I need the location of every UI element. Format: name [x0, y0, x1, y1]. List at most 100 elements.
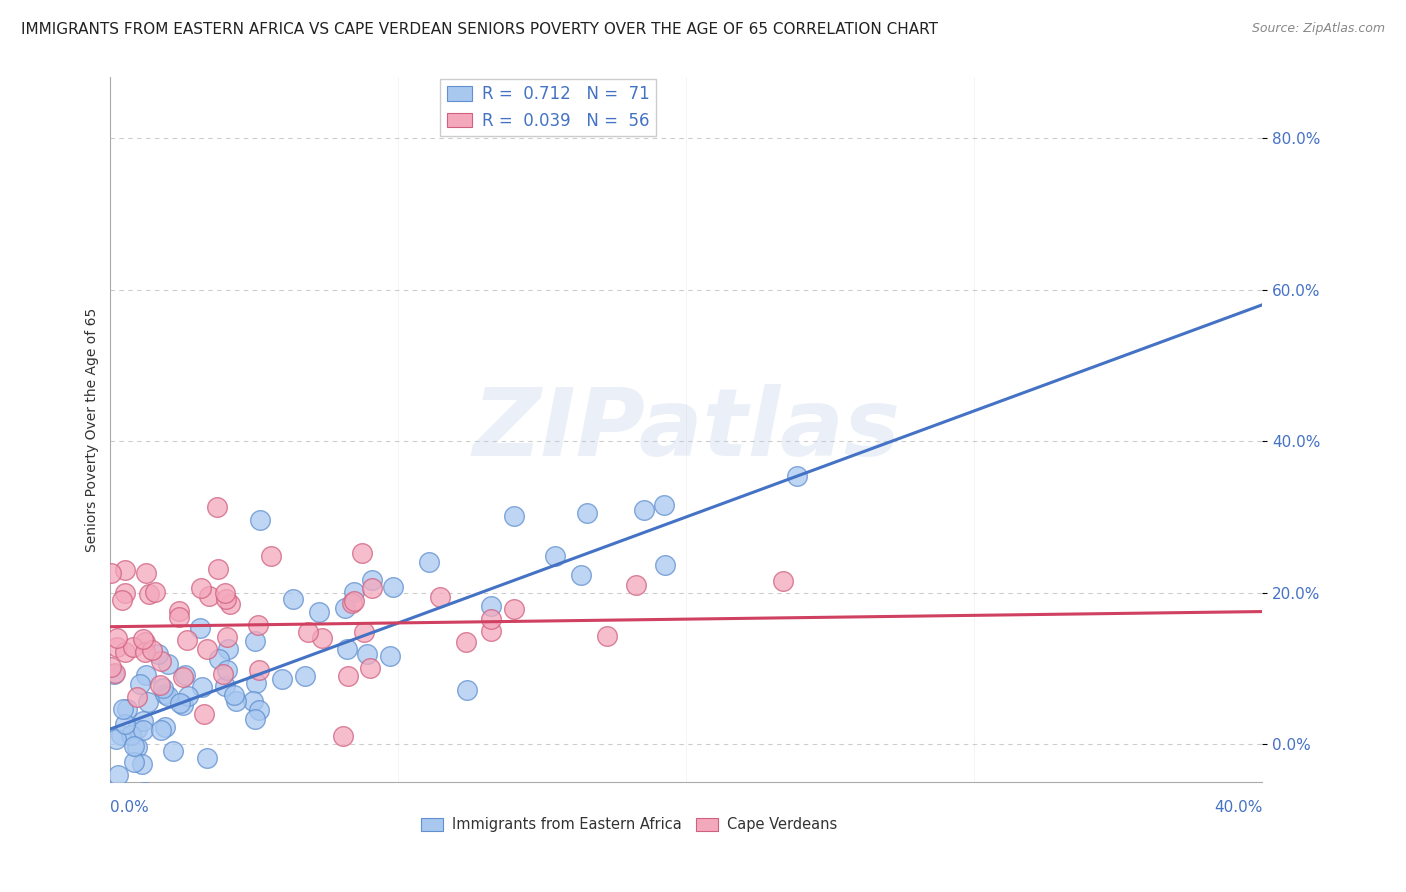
Point	[207, 561, 229, 575]
Point	[193, 706, 215, 721]
Point	[131, 714, 153, 728]
Point	[114, 717, 136, 731]
Point	[104, 666, 127, 681]
Point	[786, 469, 808, 483]
Point	[129, 677, 152, 691]
Point	[215, 664, 238, 678]
Point	[359, 661, 381, 675]
Point	[107, 768, 129, 782]
Text: ZIPatlas: ZIPatlas	[472, 384, 900, 475]
Legend: R =  0.712   N =  71, R =  0.039   N =  56: R = 0.712 N = 71, R = 0.039 N = 56	[440, 78, 657, 136]
Point	[132, 632, 155, 646]
Point	[110, 728, 132, 742]
Point	[114, 563, 136, 577]
Point	[576, 506, 599, 520]
Point	[378, 648, 401, 663]
Point	[191, 680, 214, 694]
Point	[108, 787, 131, 801]
Point	[100, 566, 122, 581]
Point	[197, 589, 219, 603]
Point	[215, 592, 238, 607]
Point	[356, 647, 378, 661]
Point	[624, 577, 647, 591]
Point	[195, 751, 218, 765]
Point	[177, 689, 200, 703]
Point	[152, 681, 174, 695]
Point	[135, 668, 157, 682]
Point	[172, 670, 194, 684]
Point	[212, 667, 235, 681]
Point	[544, 549, 567, 563]
Point	[120, 728, 142, 742]
Point	[353, 625, 375, 640]
Point	[382, 580, 405, 594]
Point	[107, 787, 129, 801]
Point	[215, 630, 238, 644]
Point	[136, 695, 159, 709]
Point	[135, 566, 157, 580]
Point	[225, 694, 247, 708]
Point	[176, 632, 198, 647]
Point	[772, 574, 794, 589]
Point	[297, 624, 319, 639]
Point	[103, 667, 125, 681]
Point	[111, 702, 134, 716]
Point	[246, 618, 269, 632]
Point	[245, 676, 267, 690]
Point	[167, 604, 190, 618]
Point	[127, 722, 149, 736]
Point	[167, 610, 190, 624]
Point	[114, 585, 136, 599]
Point	[343, 585, 366, 599]
Point	[260, 549, 283, 563]
Point	[169, 696, 191, 710]
Point	[332, 729, 354, 743]
Point	[479, 624, 502, 638]
Point	[311, 632, 333, 646]
Point	[249, 663, 271, 677]
Point	[138, 587, 160, 601]
Point	[596, 629, 619, 643]
Point	[124, 739, 146, 754]
Point	[654, 558, 676, 573]
Point	[122, 755, 145, 769]
Text: 40.0%: 40.0%	[1215, 800, 1263, 815]
Point	[243, 634, 266, 648]
Point	[114, 645, 136, 659]
Point	[294, 669, 316, 683]
Point	[219, 597, 242, 611]
Point	[249, 514, 271, 528]
Point	[502, 601, 524, 615]
Point	[149, 678, 172, 692]
Point	[217, 642, 239, 657]
Point	[271, 672, 294, 686]
Point	[150, 654, 173, 668]
Point	[418, 555, 440, 569]
Point	[188, 621, 211, 635]
Point	[131, 757, 153, 772]
Point	[134, 635, 156, 649]
Point	[571, 568, 593, 582]
Point	[243, 712, 266, 726]
Point	[337, 669, 360, 683]
Point	[162, 744, 184, 758]
Point	[105, 640, 128, 655]
Point	[281, 592, 304, 607]
Point	[208, 651, 231, 665]
Point	[333, 600, 356, 615]
Point	[115, 701, 138, 715]
Point	[132, 723, 155, 738]
Point	[343, 594, 366, 608]
Point	[146, 647, 169, 661]
Point	[173, 668, 195, 682]
Point	[134, 785, 156, 799]
Text: Source: ZipAtlas.com: Source: ZipAtlas.com	[1251, 22, 1385, 36]
Point	[308, 605, 330, 619]
Text: IMMIGRANTS FROM EASTERN AFRICA VS CAPE VERDEAN SENIORS POVERTY OVER THE AGE OF 6: IMMIGRANTS FROM EASTERN AFRICA VS CAPE V…	[21, 22, 938, 37]
Point	[350, 546, 373, 560]
Point	[247, 703, 270, 717]
Point	[141, 643, 163, 657]
Point	[159, 797, 181, 812]
Point	[456, 634, 478, 648]
Point	[340, 596, 363, 610]
